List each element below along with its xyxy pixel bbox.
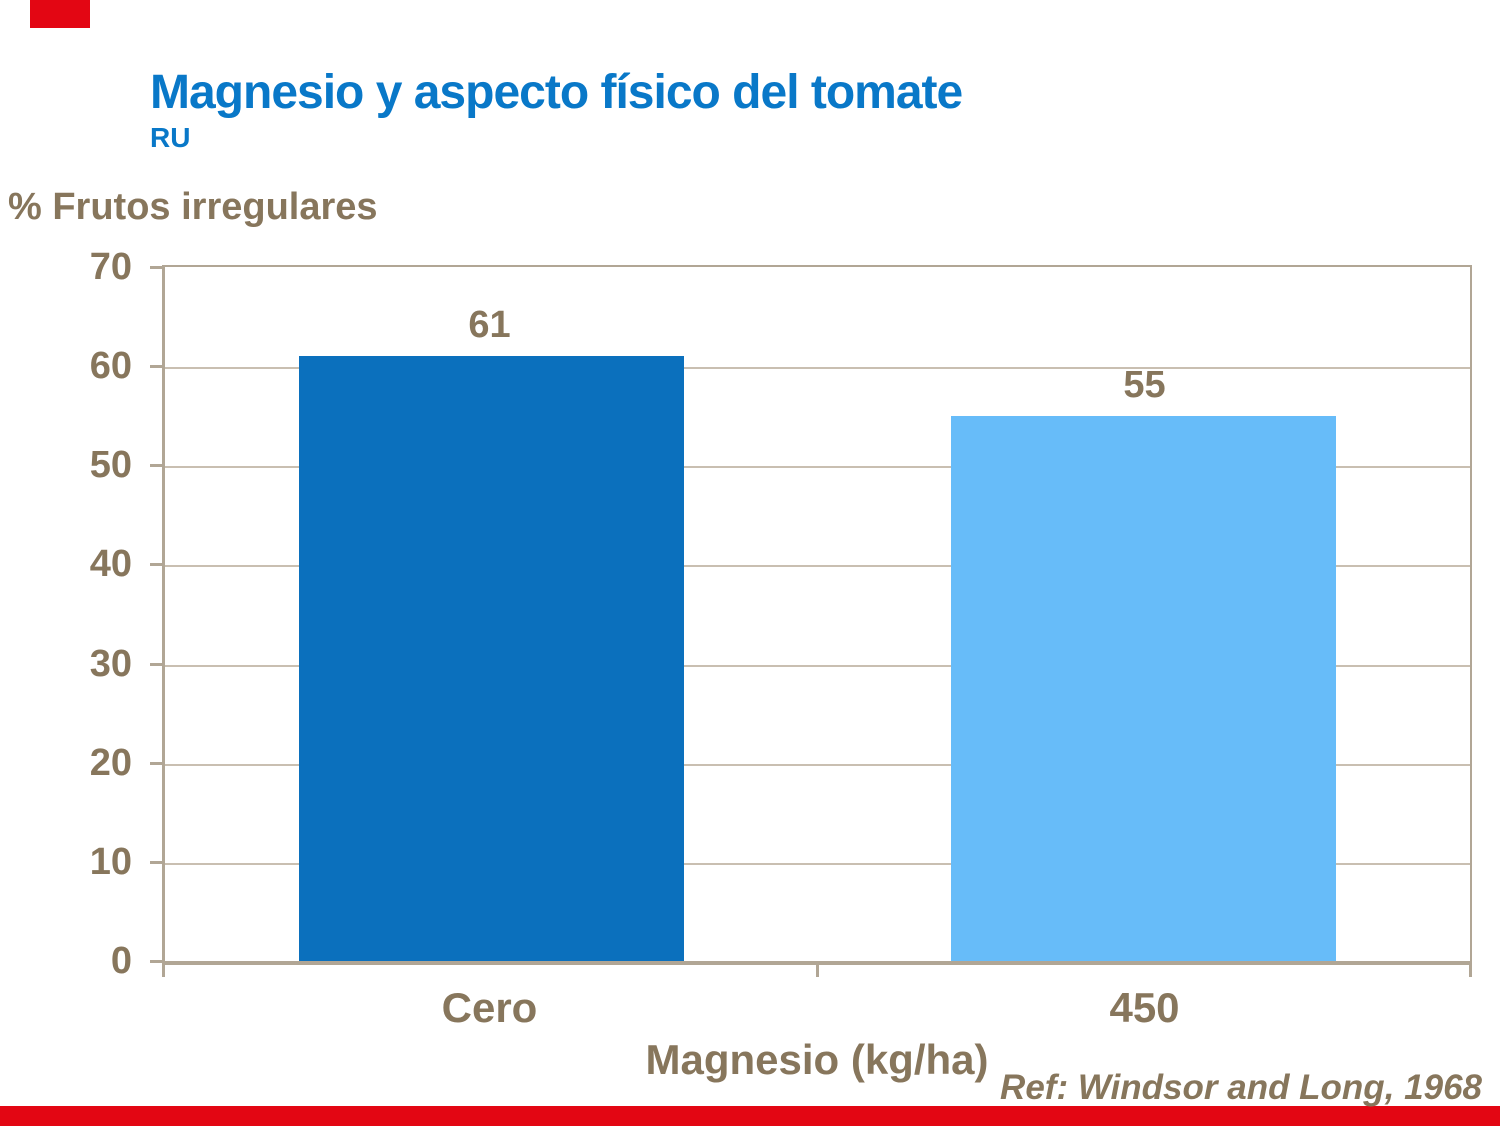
y-tick-label-20: 20 bbox=[89, 741, 132, 784]
category-labels: Cero 450 bbox=[162, 986, 1472, 1036]
x-tick-mark-1 bbox=[815, 961, 819, 977]
reference-text: Ref: Windsor and Long, 1968 bbox=[1000, 1068, 1482, 1107]
x-tick-marks bbox=[162, 961, 1472, 977]
y-tick-label-50: 50 bbox=[89, 444, 132, 487]
bar-Cero bbox=[298, 356, 684, 961]
gridline-40 bbox=[165, 565, 1470, 568]
slide-title: Magnesio y aspecto físico del tomate bbox=[150, 66, 963, 119]
top-left-red-block bbox=[30, 0, 90, 28]
y-tick-label-10: 10 bbox=[89, 840, 132, 883]
x-axis-title: Magnesio (kg/ha) bbox=[645, 1036, 989, 1083]
gridline-30 bbox=[165, 664, 1470, 667]
y-tick-mark-40 bbox=[150, 563, 162, 567]
y-tick-mark-0 bbox=[150, 960, 162, 963]
plot-area bbox=[162, 265, 1472, 965]
category-label-450: 450 bbox=[1109, 984, 1180, 1031]
y-tick-labels: 0 10 20 30 40 50 60 70 bbox=[0, 246, 132, 986]
y-tick-mark-60 bbox=[150, 365, 162, 369]
category-label-Cero: Cero bbox=[441, 984, 538, 1031]
y-tick-mark-50 bbox=[150, 464, 162, 468]
gridline-60 bbox=[165, 367, 1470, 370]
gridline-20 bbox=[165, 763, 1470, 766]
y-tick-mark-10 bbox=[150, 860, 162, 864]
value-label-55: 55 bbox=[1123, 363, 1166, 406]
x-tick-mark-0 bbox=[162, 961, 165, 977]
y-tick-label-70: 70 bbox=[89, 246, 132, 288]
y-tick-mark-30 bbox=[150, 662, 162, 666]
bar-450 bbox=[951, 415, 1337, 961]
y-tick-label-0: 0 bbox=[110, 940, 132, 982]
y-tick-mark-70 bbox=[150, 266, 162, 269]
bar-value-labels: 61 55 bbox=[162, 265, 1472, 965]
gridline-10 bbox=[165, 862, 1470, 865]
y-axis-label: % Frutos irregulares bbox=[8, 186, 378, 228]
value-label-61: 61 bbox=[468, 304, 511, 347]
bottom-red-bar bbox=[0, 1106, 1500, 1126]
y-tick-mark-20 bbox=[150, 761, 162, 765]
slide-subtitle: RU bbox=[150, 122, 191, 153]
y-tick-label-60: 60 bbox=[89, 345, 132, 388]
gridline-50 bbox=[165, 466, 1470, 469]
y-tick-label-30: 30 bbox=[89, 642, 132, 685]
y-tick-label-40: 40 bbox=[89, 543, 132, 586]
x-tick-mark-2 bbox=[1469, 961, 1472, 977]
y-tick-marks bbox=[150, 265, 162, 977]
